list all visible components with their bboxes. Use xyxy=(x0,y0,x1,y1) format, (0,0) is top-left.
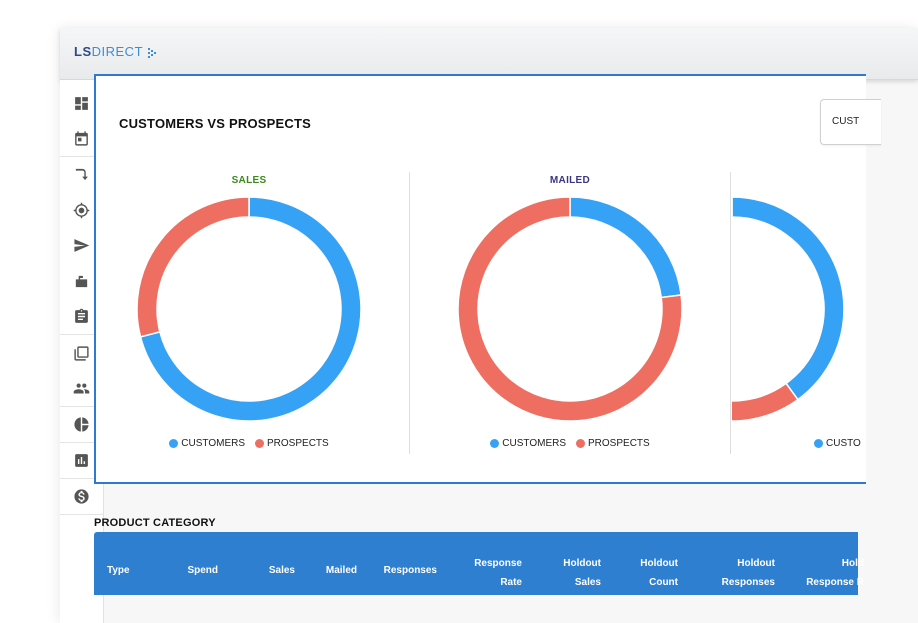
legend-label: CUSTOMERS xyxy=(502,438,567,449)
legend-item-customers[interactable]: CUSTOMERS xyxy=(490,438,566,449)
column-header-line2: Count xyxy=(649,577,678,588)
donut-slice-prospects[interactable] xyxy=(732,196,799,422)
legend-label: CUSTO xyxy=(826,438,861,449)
mailed-legend: CUSTOMERS PROSPECTS xyxy=(410,438,730,449)
send-icon xyxy=(74,239,90,252)
mailed-donut xyxy=(457,196,683,422)
donut-slice-prospects[interactable] xyxy=(457,196,683,422)
pie-chart-icon xyxy=(74,417,89,432)
chart-divider xyxy=(409,172,410,454)
sidebar-item-calendar[interactable] xyxy=(60,121,103,157)
chart-divider xyxy=(730,172,731,454)
dashboard-icon xyxy=(75,97,88,110)
customers-swatch xyxy=(169,439,179,448)
column-header[interactable]: Hold Response R xyxy=(794,554,864,592)
sidebar-item-dashboard[interactable] xyxy=(60,86,103,121)
donut-slice-prospects[interactable] xyxy=(136,196,250,338)
customers-swatch xyxy=(490,439,500,448)
customers-vs-prospects-panel: CUSTOMERS VS PROSPECTS CUST SALES CUSTOM… xyxy=(94,74,881,484)
people-icon xyxy=(73,383,90,394)
clipboard-icon xyxy=(75,308,88,323)
column-header-line2: Response R xyxy=(806,577,864,588)
sales-chart-title: SALES xyxy=(231,175,267,186)
column-header-line1: Holdout xyxy=(640,558,678,569)
sales-chart: SALES CUSTOMERS PROSPECTS xyxy=(89,171,409,461)
turn-arrow-icon xyxy=(75,168,88,181)
sidebar-item-pie-chart[interactable] xyxy=(60,407,103,443)
column-header-line2: Mailed xyxy=(325,565,357,576)
column-header-line2: Sales xyxy=(268,565,295,576)
mailbox-icon xyxy=(75,275,88,288)
customers-swatch xyxy=(814,439,823,448)
mailed-chart-title: MAILED xyxy=(549,175,591,186)
legend-label: PROSPECTS xyxy=(588,438,650,449)
prospects-swatch xyxy=(576,439,586,448)
sidebar-item-mailbox[interactable] xyxy=(60,264,103,299)
sales-donut xyxy=(136,196,362,422)
brand-logo-direct: DIRECT xyxy=(91,44,143,59)
calendar-icon xyxy=(75,131,88,146)
column-header-line2: Responses xyxy=(383,565,437,576)
product-category-title: PRODUCT CATEGORY xyxy=(94,517,216,529)
top-bar: LSDIRECT xyxy=(60,28,918,80)
sidebar-item-people[interactable] xyxy=(60,371,103,407)
mailed-chart: MAILED CUSTOMERS PROSPECTS xyxy=(410,171,730,461)
donut-slice-customers[interactable] xyxy=(569,196,682,299)
donut-slice-customers[interactable] xyxy=(732,196,845,401)
legend-item-customers[interactable]: CUSTO xyxy=(814,438,861,449)
column-header[interactable]: Responses xyxy=(344,561,437,580)
column-header-line1: Response xyxy=(474,558,522,569)
column-header[interactable]: Mailed xyxy=(294,561,357,580)
column-header-line2: Spend xyxy=(187,565,218,576)
column-header-line2: Type xyxy=(107,565,130,576)
copy-icon xyxy=(74,346,89,361)
column-header-line2: Rate xyxy=(500,577,522,588)
column-header[interactable]: Holdout Responses xyxy=(684,554,775,592)
column-header[interactable]: Sales xyxy=(234,561,295,580)
column-header-line2: Responses xyxy=(721,577,775,588)
column-header[interactable]: Response Rate xyxy=(434,554,522,592)
sidebar-item-clipboard[interactable] xyxy=(60,299,103,335)
column-header[interactable]: Type xyxy=(107,561,167,580)
customer-type-dropdown[interactable]: CUST xyxy=(820,99,881,145)
sidebar-item-copy[interactable] xyxy=(60,336,103,371)
sidebar-item-send[interactable] xyxy=(60,228,103,263)
column-header[interactable]: Holdout Sales xyxy=(514,554,601,592)
sidebar-item-bar-chart[interactable] xyxy=(60,443,103,479)
product-category-table-header: Type Spend Sales Mailed Responses Response Rat… xyxy=(94,532,864,595)
third-donut xyxy=(732,196,845,422)
panel-title: CUSTOMERS VS PROSPECTS xyxy=(119,116,311,131)
column-header[interactable]: Holdout Count xyxy=(594,554,678,592)
dollar-icon xyxy=(74,489,89,504)
legend-label: CUSTOMERS xyxy=(181,438,246,449)
legend-item-customers[interactable]: CUSTOMERS xyxy=(169,438,245,449)
legend-item-prospects[interactable]: PROSPECTS xyxy=(576,438,650,449)
legend-label: PROSPECTS xyxy=(267,438,329,449)
column-header[interactable]: Spend xyxy=(154,561,218,580)
column-header-line1: Holdout xyxy=(737,558,775,569)
brand-logo[interactable]: LSDIRECT xyxy=(74,44,158,60)
sidebar-item-targeting[interactable] xyxy=(60,193,103,228)
sidebar-item-routing[interactable] xyxy=(60,157,103,192)
sales-legend: CUSTOMERS PROSPECTS xyxy=(89,438,409,449)
brand-logo-ls: LS xyxy=(74,44,92,59)
donut-slice-customers[interactable] xyxy=(139,196,362,422)
prospects-swatch xyxy=(255,439,265,448)
logo-arrow-icon xyxy=(147,47,156,58)
column-header-line1: Holdout xyxy=(563,558,601,569)
dropdown-value: CUST xyxy=(832,116,860,127)
legend-item-prospects[interactable]: PROSPECTS xyxy=(255,438,329,449)
target-icon xyxy=(73,202,90,219)
bar-chart-icon xyxy=(75,454,88,467)
third-chart: CUSTO xyxy=(732,171,866,461)
column-header-line1: Hold xyxy=(841,558,864,569)
sidebar-item-billing[interactable] xyxy=(60,479,103,515)
column-header-line2: Sales xyxy=(574,577,601,588)
